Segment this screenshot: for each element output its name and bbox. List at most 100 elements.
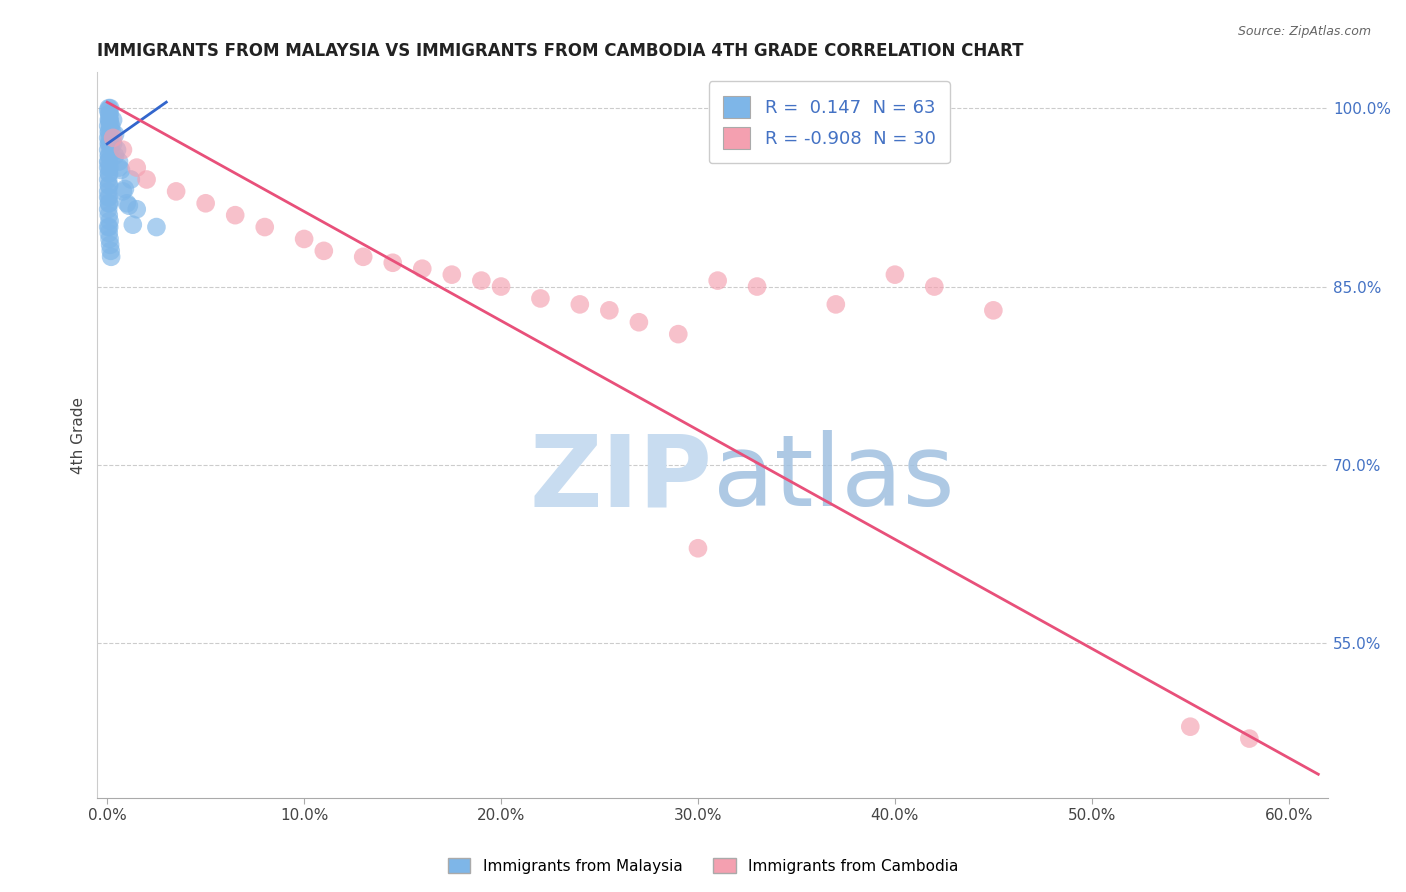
- Point: [101, 131, 124, 145]
- Point: [98, 125, 121, 139]
- Point: [98, 196, 121, 211]
- Point: [120, 172, 142, 186]
- Point: [98, 220, 121, 235]
- Point: [922, 279, 945, 293]
- Point: [529, 292, 551, 306]
- Legend: R =  0.147  N = 63, R = -0.908  N = 30: R = 0.147 N = 63, R = -0.908 N = 30: [709, 81, 950, 163]
- Point: [97, 185, 120, 199]
- Point: [98, 238, 121, 252]
- Point: [97, 178, 120, 193]
- Point: [98, 119, 121, 133]
- Point: [100, 244, 122, 258]
- Point: [97, 167, 120, 181]
- Point: [98, 178, 121, 193]
- Point: [98, 136, 121, 151]
- Point: [824, 297, 846, 311]
- Point: [98, 113, 121, 128]
- Point: [101, 113, 124, 128]
- Point: [145, 220, 167, 235]
- Point: [883, 268, 905, 282]
- Point: [97, 154, 120, 169]
- Point: [100, 119, 122, 133]
- Point: [104, 149, 127, 163]
- Point: [97, 202, 120, 217]
- Point: [101, 136, 124, 151]
- Point: [97, 113, 120, 128]
- Point: [114, 182, 136, 196]
- Point: [125, 202, 148, 217]
- Point: [1180, 720, 1202, 734]
- Point: [98, 161, 121, 175]
- Point: [101, 125, 124, 139]
- Point: [97, 196, 120, 211]
- Point: [97, 119, 120, 133]
- Point: [1239, 731, 1261, 746]
- Point: [104, 128, 127, 142]
- Point: [97, 149, 120, 163]
- Point: [98, 131, 121, 145]
- Point: [98, 113, 121, 128]
- Point: [97, 220, 120, 235]
- Point: [440, 268, 463, 282]
- Point: [745, 279, 768, 293]
- Point: [253, 220, 276, 235]
- Point: [97, 103, 120, 118]
- Text: Source: ZipAtlas.com: Source: ZipAtlas.com: [1237, 25, 1371, 38]
- Text: IMMIGRANTS FROM MALAYSIA VS IMMIGRANTS FROM CAMBODIA 4TH GRADE CORRELATION CHART: IMMIGRANTS FROM MALAYSIA VS IMMIGRANTS F…: [97, 42, 1024, 60]
- Point: [111, 185, 134, 199]
- Point: [98, 107, 121, 121]
- Point: [165, 185, 187, 199]
- Point: [411, 261, 433, 276]
- Point: [121, 218, 143, 232]
- Text: ZIP: ZIP: [530, 430, 713, 527]
- Point: [352, 250, 374, 264]
- Point: [100, 136, 122, 151]
- Point: [98, 190, 121, 204]
- Point: [98, 107, 121, 121]
- Point: [118, 199, 141, 213]
- Point: [135, 172, 157, 186]
- Text: atlas: atlas: [713, 430, 955, 527]
- Y-axis label: 4th Grade: 4th Grade: [72, 397, 86, 474]
- Point: [105, 143, 128, 157]
- Point: [111, 143, 134, 157]
- Point: [97, 208, 120, 222]
- Point: [98, 214, 121, 228]
- Point: [627, 315, 650, 329]
- Point: [97, 161, 120, 175]
- Point: [97, 101, 120, 115]
- Point: [125, 161, 148, 175]
- Point: [470, 274, 492, 288]
- Point: [194, 196, 217, 211]
- Point: [97, 172, 120, 186]
- Point: [100, 250, 122, 264]
- Point: [568, 297, 591, 311]
- Point: [97, 136, 120, 151]
- Point: [97, 125, 120, 139]
- Point: [98, 167, 121, 181]
- Point: [97, 226, 120, 240]
- Point: [97, 131, 120, 145]
- Point: [100, 143, 122, 157]
- Point: [706, 274, 728, 288]
- Point: [381, 256, 404, 270]
- Legend: Immigrants from Malaysia, Immigrants from Cambodia: Immigrants from Malaysia, Immigrants fro…: [441, 852, 965, 880]
- Point: [598, 303, 620, 318]
- Point: [98, 101, 121, 115]
- Point: [98, 232, 121, 246]
- Point: [97, 190, 120, 204]
- Point: [110, 163, 132, 178]
- Point: [312, 244, 335, 258]
- Point: [97, 143, 120, 157]
- Point: [686, 541, 709, 556]
- Point: [98, 149, 121, 163]
- Point: [489, 279, 512, 293]
- Point: [224, 208, 246, 222]
- Point: [108, 161, 131, 175]
- Point: [115, 196, 138, 211]
- Point: [97, 154, 120, 169]
- Point: [983, 303, 1005, 318]
- Point: [292, 232, 315, 246]
- Point: [108, 154, 131, 169]
- Point: [666, 327, 689, 342]
